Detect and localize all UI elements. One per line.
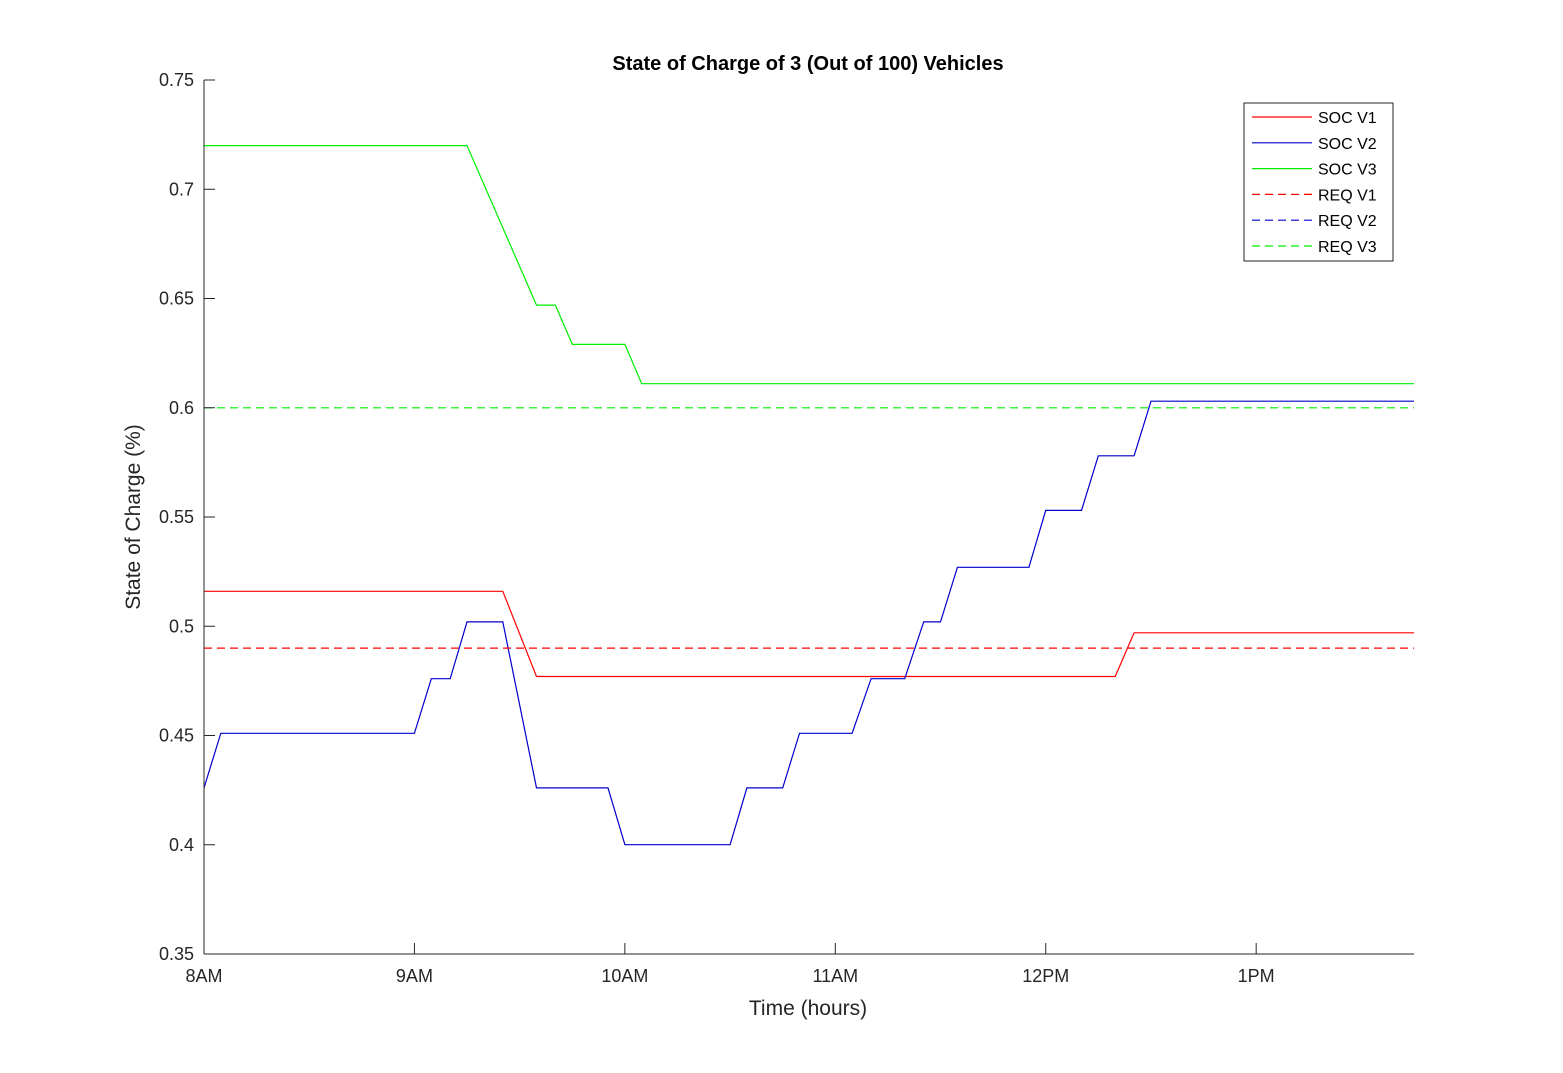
legend: SOC V1 SOC V2 SOC V3 REQ V1 REQ V2 REQ V3: [1243, 102, 1394, 262]
y-tick-label: 0.4: [169, 835, 194, 855]
y-tick-label: 0.75: [159, 70, 194, 90]
x-axis-title: Time (hours): [749, 997, 867, 1020]
y-tick-label: 0.5: [169, 616, 194, 636]
series-line-soc-v3: [204, 145, 1414, 385]
y-tick-label: 0.45: [159, 726, 194, 746]
y-tick-label: 0.7: [169, 179, 194, 199]
x-tick-label: 8AM: [185, 966, 222, 986]
y-axis-title: State of Charge (%): [122, 424, 145, 610]
x-tick-label: 12PM: [1022, 966, 1069, 986]
x-tick-label: 9AM: [396, 966, 433, 986]
x-tick-label: 11AM: [812, 966, 858, 986]
y-tick-label: 0.55: [159, 507, 194, 527]
y-tick-label: 0.35: [159, 944, 194, 964]
legend-label-req-v2: REQ V2: [1318, 213, 1377, 230]
series-line-soc-v1: [204, 590, 1414, 678]
legend-label-soc-v3: SOC V3: [1318, 162, 1377, 179]
legend-label-soc-v2: SOC V2: [1318, 136, 1377, 153]
legend-box: [1243, 102, 1394, 262]
y-tick-label: 0.65: [159, 289, 194, 309]
axes-layer: 8AM 9AM 10AM 11AM 12PM 1PM 0.35 0.4 0.45 0.5 0.55 0…: [159, 70, 1414, 986]
legend-label-req-v1: REQ V1: [1318, 187, 1377, 204]
series-layer: [203, 145, 1414, 846]
legend-label-req-v3: REQ V3: [1318, 239, 1377, 256]
x-tick-label: 10AM: [601, 966, 648, 986]
series-line-soc-v2: [203, 400, 1414, 846]
y-tick-label: 0.6: [169, 398, 194, 418]
legend-label-soc-v1: SOC V1: [1318, 110, 1377, 127]
x-tick-label: 1PM: [1238, 966, 1275, 986]
chart-title: State of Charge of 3 (Out of 100) Vehicl…: [612, 53, 1003, 75]
